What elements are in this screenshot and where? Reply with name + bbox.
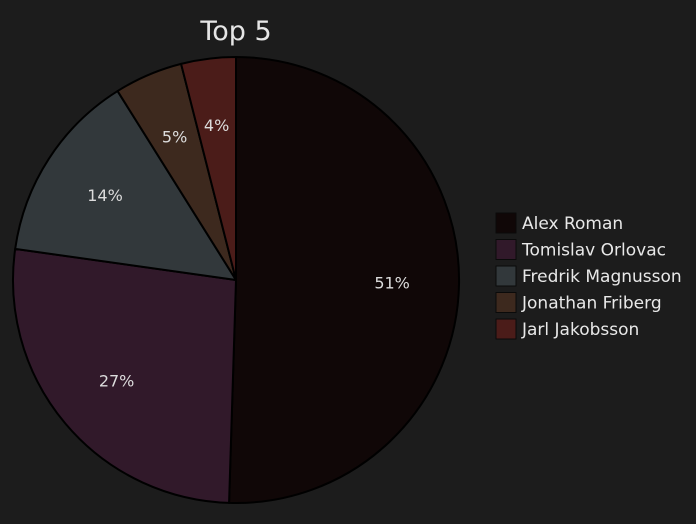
- legend-swatch-3: [495, 292, 517, 313]
- legend-label-2: Fredrik Magnusson: [522, 267, 682, 287]
- slice-label-2: 14%: [87, 186, 123, 205]
- pie-slice-1: [12, 247, 237, 504]
- legend-label-1: Tomislav Orlovac: [521, 241, 666, 261]
- legend-swatch-1: [495, 239, 517, 260]
- pie-slice-2: [14, 90, 237, 281]
- pie-slice-4: [180, 56, 237, 281]
- legend-label-0: Alex Roman: [522, 214, 623, 234]
- legend-label-4: Jarl Jakobsson: [521, 320, 639, 340]
- slice-label-3: 5%: [162, 128, 187, 147]
- legend-label-3: Jonathan Friberg: [521, 294, 662, 314]
- legend-swatch-2: [495, 265, 517, 287]
- legend: Alex Roman Tomislav Orlovac Fredrik Magnus…: [495, 212, 682, 340]
- slice-label-0: 51%: [374, 273, 410, 292]
- pie-slices: [12, 56, 461, 504]
- chart-title: Top 5: [199, 16, 271, 47]
- pie-slice-labels: 51% 27% 14% 5% 4%: [87, 116, 410, 390]
- slice-label-1: 27%: [99, 372, 135, 391]
- legend-swatch-0: [495, 212, 517, 234]
- pie-slice-0: [228, 56, 461, 504]
- legend-swatch-4: [495, 318, 517, 340]
- slice-label-4: 4%: [204, 116, 229, 135]
